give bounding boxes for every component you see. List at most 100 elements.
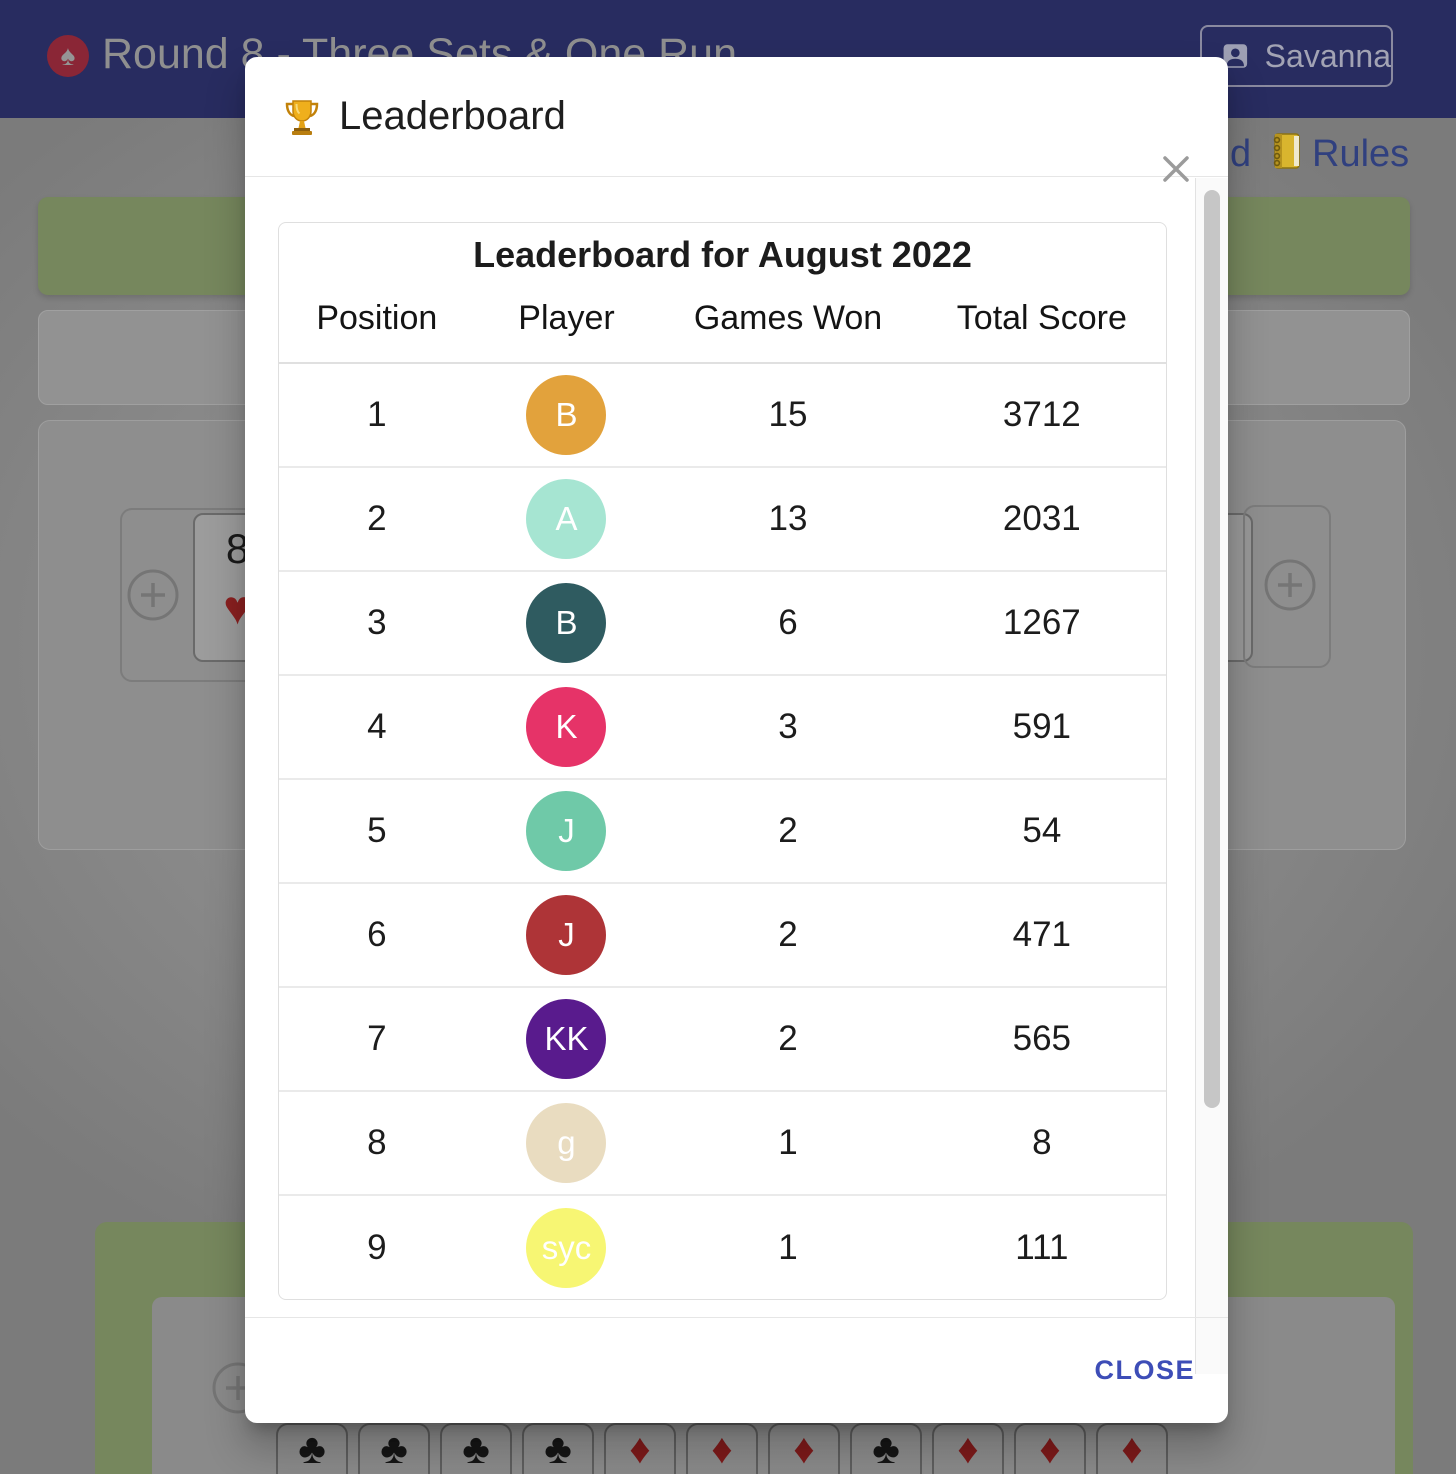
position-cell: 9 <box>367 1227 387 1267</box>
club-suit-icon: ♣ <box>298 1425 326 1472</box>
total-score-cell: 1267 <box>917 571 1166 676</box>
add-card-icon-left[interactable] <box>126 568 180 622</box>
dialog-content: Leaderboard for August 2022 Position Pla… <box>245 178 1195 1374</box>
column-header-player: Player <box>474 285 659 364</box>
total-score-cell: 3712 <box>917 363 1166 468</box>
leaderboard-dialog: Leaderboard Leaderboard for August 2022 … <box>245 57 1228 1423</box>
games-won-cell: 13 <box>658 467 918 572</box>
table-row: 1 B 15 3712 <box>279 363 1166 468</box>
hand-card[interactable]: ♣ <box>358 1423 430 1474</box>
hand-card[interactable]: ♦ <box>1096 1423 1168 1474</box>
total-score-cell: 111 <box>1015 1227 1069 1267</box>
games-won-cell: 2 <box>658 987 918 1092</box>
rules-book-icon <box>1266 130 1306 179</box>
hand-card[interactable]: ♦ <box>932 1423 1004 1474</box>
player-avatar: g <box>526 1103 607 1183</box>
position-cell: 2 <box>279 467 475 572</box>
table-row: 5 J 2 54 <box>279 779 1166 884</box>
table-row: 8 g 1 8 <box>279 1091 1166 1196</box>
hand-card[interactable]: ♣ <box>850 1423 922 1474</box>
diamond-suit-icon: ♦ <box>1039 1425 1061 1472</box>
player-cell: J <box>474 883 659 988</box>
club-suit-icon: ♣ <box>462 1425 490 1472</box>
rules-link[interactable]: Rules <box>1312 133 1410 175</box>
position-cell: 1 <box>279 363 475 468</box>
club-suit-icon: ♣ <box>380 1425 408 1472</box>
position-cell: 8 <box>279 1091 475 1196</box>
spade-icon: ♠ <box>60 40 76 71</box>
games-won-cell: 2 <box>658 779 918 884</box>
column-header-total-score: Total Score <box>917 285 1166 364</box>
player-avatar: J <box>526 791 607 871</box>
user-account-button[interactable]: Savanna <box>1200 25 1393 87</box>
table-caption: Leaderboard for August 2022 <box>473 234 972 275</box>
player-avatar: KK <box>526 999 607 1079</box>
games-won-cell: 1 <box>658 1091 918 1196</box>
player-avatar: B <box>526 375 607 455</box>
app-logo: ♠ <box>47 35 89 77</box>
dialog-scrollbar-thumb[interactable] <box>1204 190 1220 1108</box>
dialog-footer: CLOSE <box>245 1317 1228 1423</box>
trophy-icon <box>285 99 319 135</box>
total-score-cell: 8 <box>917 1091 1166 1196</box>
player-cell: B <box>474 363 659 468</box>
leaderboard-table-card: Leaderboard for August 2022 Position Pla… <box>278 222 1167 1300</box>
user-name-label: Savanna <box>1264 37 1391 74</box>
player-cell: B <box>474 571 659 676</box>
position-cell: 4 <box>279 675 475 780</box>
hand-card[interactable]: ♦ <box>1014 1423 1086 1474</box>
hand-card[interactable]: ♦ <box>686 1423 758 1474</box>
total-score-cell: 54 <box>917 779 1166 884</box>
meld-slot-right <box>1243 505 1331 668</box>
close-icon <box>1163 156 1189 182</box>
total-score-cell: 2031 <box>917 467 1166 572</box>
scoreboard-link-partial[interactable]: d <box>1230 133 1252 175</box>
dialog-title: Leaderboard <box>339 94 566 138</box>
hand-card[interactable]: ♣ <box>276 1423 348 1474</box>
table-row: 4 K 3 591 <box>279 675 1166 780</box>
diamond-suit-icon: ♦ <box>793 1425 815 1472</box>
total-score-cell: 471 <box>917 883 1166 988</box>
position-cell: 6 <box>279 883 475 988</box>
player-avatar: syc <box>526 1207 607 1288</box>
player-cell: J <box>474 779 659 884</box>
column-header-games-won: Games Won <box>658 285 918 364</box>
table-row: 6 J 2 471 <box>279 883 1166 988</box>
player-avatar: K <box>526 687 607 767</box>
diamond-suit-icon: ♦ <box>957 1425 979 1472</box>
games-won-cell: 2 <box>658 883 918 988</box>
hand-card[interactable]: ♣ <box>440 1423 512 1474</box>
hand-card[interactable]: ♦ <box>768 1423 840 1474</box>
leaderboard-table: Leaderboard for August 2022 Position Pla… <box>279 223 1166 1299</box>
table-row: 2 A 13 2031 <box>279 467 1166 572</box>
total-score-cell: 591 <box>917 675 1166 780</box>
player-avatar: A <box>526 479 607 559</box>
position-cell: 7 <box>279 987 475 1092</box>
player-cell: K <box>474 675 659 780</box>
diamond-suit-icon: ♦ <box>711 1425 733 1472</box>
total-score-cell: 565 <box>917 987 1166 1092</box>
player-cell: syc <box>475 1195 659 1299</box>
games-won-cell: 1 <box>778 1227 798 1267</box>
table-row: 7 KK 2 565 <box>279 987 1166 1092</box>
dialog-close-button[interactable] <box>1156 149 1196 189</box>
player-cell: A <box>474 467 659 572</box>
dialog-scrollbar-track[interactable] <box>1195 178 1228 1374</box>
close-button[interactable]: CLOSE <box>1094 1355 1195 1385</box>
player-cell: KK <box>474 987 659 1092</box>
games-won-cell: 15 <box>658 363 918 468</box>
hand-card[interactable]: ♣ <box>522 1423 594 1474</box>
add-card-icon-right[interactable] <box>1263 558 1317 612</box>
hand-card[interactable]: ♦ <box>604 1423 676 1474</box>
position-cell: 5 <box>279 779 475 884</box>
games-won-cell: 3 <box>658 675 918 780</box>
club-suit-icon: ♣ <box>544 1425 572 1472</box>
diamond-suit-icon: ♦ <box>629 1425 651 1472</box>
player-cell: g <box>474 1091 659 1196</box>
table-header-row: Position Player Games Won Total Score <box>279 285 1166 364</box>
player-avatar: J <box>526 895 607 975</box>
position-cell: 3 <box>279 571 475 676</box>
column-header-position: Position <box>279 285 475 364</box>
games-won-cell: 6 <box>658 571 918 676</box>
